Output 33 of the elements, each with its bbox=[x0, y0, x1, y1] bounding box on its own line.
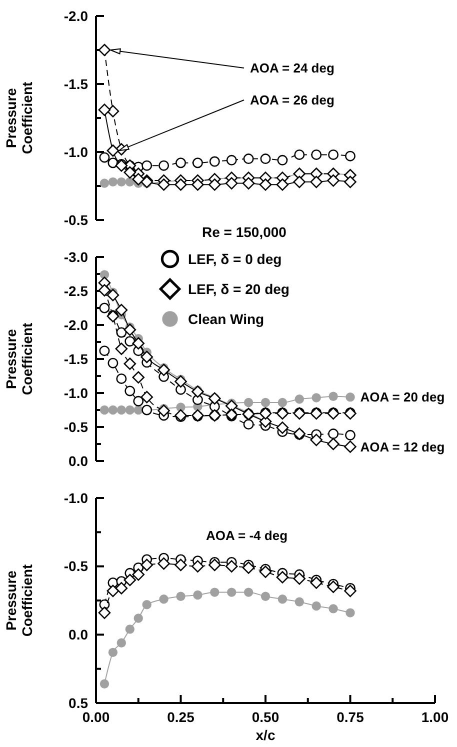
x-tick-label: 1.00 bbox=[421, 709, 449, 725]
y-tick-label: -1.0 bbox=[64, 490, 88, 506]
y-tick-label: -3.0 bbox=[64, 248, 88, 265]
y-axis-title: Pressure Coefficient bbox=[3, 81, 35, 154]
annotation: AOA = 20 deg bbox=[360, 390, 445, 405]
y-tick-label: -0.5 bbox=[64, 212, 88, 228]
annotation: AOA = -4 deg bbox=[206, 528, 288, 543]
annotation: AOA = 26 deg bbox=[250, 92, 334, 108]
legend-title: Re = 150,000 bbox=[202, 224, 287, 240]
y-tick-label: -2.5 bbox=[64, 282, 88, 299]
y-tick-label: -1.5 bbox=[64, 350, 88, 367]
y-tick-label: 0.0 bbox=[68, 626, 88, 643]
x-tick-label: 0.25 bbox=[167, 709, 195, 725]
annotation: AOA = 12 deg bbox=[360, 439, 445, 454]
x-tick-label: 0.50 bbox=[252, 709, 280, 725]
x-axis-title: x/c bbox=[256, 727, 276, 743]
y-tick-label: 0.5 bbox=[68, 694, 88, 711]
y-tick-label: -1.5 bbox=[64, 76, 88, 92]
y-tick-label: -2.0 bbox=[64, 316, 88, 333]
legend-label: LEF, δ = 0 deg bbox=[188, 250, 282, 267]
y-tick-label: 0.0 bbox=[68, 452, 88, 469]
y-tick-label: -0.5 bbox=[64, 418, 88, 435]
y-tick-label: -1.0 bbox=[64, 144, 88, 160]
x-tick-label: 0.00 bbox=[82, 709, 110, 725]
y-tick-label: -1.0 bbox=[64, 384, 88, 401]
y-axis-title: Pressure Coefficient bbox=[3, 564, 35, 637]
y-tick-label: -2.0 bbox=[64, 8, 88, 24]
annotation: AOA = 24 deg bbox=[250, 60, 334, 76]
y-tick-label: -0.5 bbox=[64, 558, 88, 574]
y-axis-title: Pressure Coefficient bbox=[3, 322, 35, 396]
legend-label: LEF, δ = 20 deg bbox=[188, 280, 290, 297]
legend-label: Clean Wing bbox=[188, 310, 264, 327]
x-tick-label: 0.75 bbox=[336, 709, 364, 725]
